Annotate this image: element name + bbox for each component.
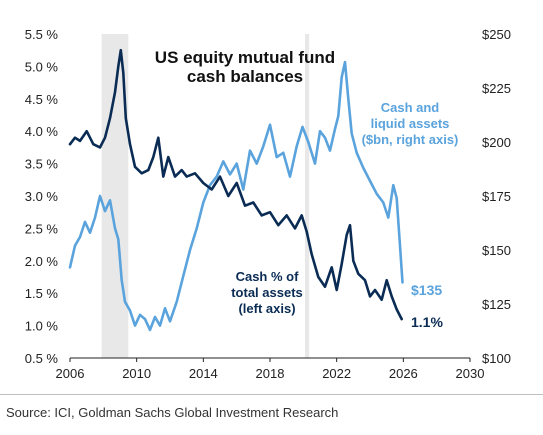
right-tick-label: $150: [482, 243, 511, 258]
right-tick-label: $200: [482, 135, 511, 150]
cash-pct-label-line3: (left axis): [238, 301, 295, 316]
footer-divider: [0, 394, 543, 395]
left-tick-label: 1.0 %: [25, 319, 59, 334]
x-tick-label: 2022: [322, 366, 351, 381]
cash-liquid-label-line1: Cash and: [381, 100, 440, 115]
left-tick-label: 3.5 %: [25, 157, 59, 172]
x-tick-label: 2006: [56, 366, 85, 381]
cash-pct-line: [68, 48, 404, 321]
chart: 2006 2010 2014 2018 2022 2026 2030 0.5 % 1.0 % 1…: [25, 27, 511, 381]
left-tick-label: 4.0 %: [25, 124, 59, 139]
left-tick-label: 0.5 %: [25, 351, 59, 366]
right-axis: $100 $125 $150 $175 $200 $225 $250: [482, 27, 511, 366]
right-tick-label: $175: [482, 189, 511, 204]
right-tick-label: $125: [482, 297, 511, 312]
x-tick-label: 2014: [189, 366, 218, 381]
x-axis: 2006 2010 2014 2018 2022 2026 2030: [56, 357, 485, 381]
right-tick-label: $100: [482, 351, 511, 366]
cash-pct-end-label: 1.1%: [411, 314, 443, 330]
left-tick-label: 5.0 %: [25, 59, 59, 74]
chart-title-line1: US equity mutual fund: [155, 48, 335, 67]
chart-title-line2: cash balances: [187, 67, 303, 86]
source-note: Source: ICI, Goldman Sachs Global Invest…: [6, 405, 339, 420]
x-tick-label: 2030: [456, 366, 485, 381]
cash-liquid-end-label: $135: [411, 282, 442, 298]
cash-pct-label-line1: Cash % of: [236, 269, 300, 284]
cash-liquid-line: [68, 60, 404, 332]
cash-liquid-label-line3: ($bn, right axis): [362, 132, 459, 147]
left-tick-label: 5.5 %: [25, 27, 59, 42]
x-tick-label: 2026: [389, 366, 418, 381]
left-tick-label: 1.5 %: [25, 286, 59, 301]
cash-pct-label-line2: total assets: [231, 285, 303, 300]
series-lines: [68, 48, 404, 332]
right-tick-label: $250: [482, 27, 511, 42]
x-tick-label: 2010: [122, 366, 151, 381]
left-tick-label: 4.5 %: [25, 92, 59, 107]
left-axis: 0.5 % 1.0 % 1.5 % 2.0 % 2.5 % 3.0 % 3.5 % 4.0 %…: [25, 27, 59, 366]
left-tick-label: 2.0 %: [25, 254, 59, 269]
left-tick-label: 3.0 %: [25, 189, 59, 204]
right-tick-label: $225: [482, 81, 511, 96]
left-tick-label: 2.5 %: [25, 221, 59, 236]
cash-liquid-label-line2: liquid assets: [371, 116, 450, 131]
x-tick-label: 2018: [256, 366, 285, 381]
recession-band: [305, 34, 310, 358]
